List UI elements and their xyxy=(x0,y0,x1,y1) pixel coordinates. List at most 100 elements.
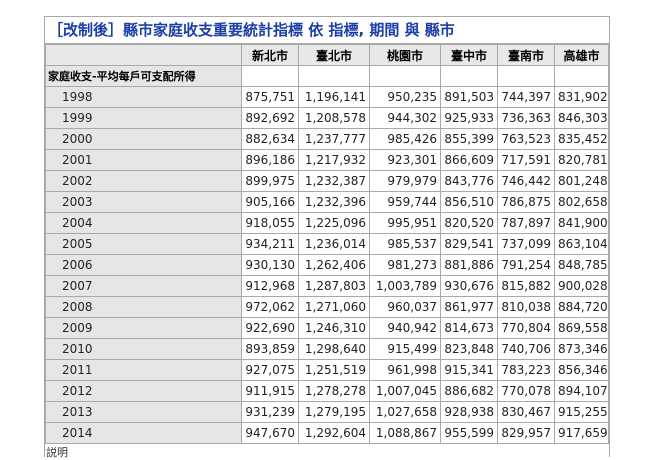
column-header: 臺北市 xyxy=(298,44,370,66)
value-cell: 1,292,604 xyxy=(298,422,370,444)
value-cell: 930,676 xyxy=(440,275,498,297)
value-cell: 1,262,406 xyxy=(298,254,370,276)
value-cell: 1,232,396 xyxy=(298,191,370,213)
value-cell: 923,301 xyxy=(369,149,441,171)
value-cell: 1,236,014 xyxy=(298,233,370,255)
value-cell: 922,690 xyxy=(241,317,299,339)
value-cell: 810,038 xyxy=(497,296,555,318)
value-cell: 746,442 xyxy=(497,170,555,192)
value-cell: 892,692 xyxy=(241,107,299,129)
value-cell: 912,968 xyxy=(241,275,299,297)
value-cell: 846,303 xyxy=(554,107,609,129)
value-cell: 1,287,803 xyxy=(298,275,370,297)
value-cell: 944,302 xyxy=(369,107,441,129)
value-cell: 856,346 xyxy=(554,359,609,381)
value-cell: 820,520 xyxy=(440,212,498,234)
value-cell: 835,452 xyxy=(554,128,609,150)
value-cell: 1,251,519 xyxy=(298,359,370,381)
value-cell: 1,208,578 xyxy=(298,107,370,129)
table-row: 2006 930,130 1,262,406 981,273 881,886 791,25… xyxy=(45,254,609,276)
value-cell: 791,254 xyxy=(497,254,555,276)
table-row: 2013 931,239 1,279,195 1,027,658 928,938 830,… xyxy=(45,401,609,423)
table-row: 2007 912,968 1,287,803 1,003,789 930,676 815,… xyxy=(45,275,609,297)
value-cell: 855,399 xyxy=(440,128,498,150)
value-cell: 940,942 xyxy=(369,317,441,339)
value-cell: 930,130 xyxy=(241,254,299,276)
column-header: 桃園市 xyxy=(369,44,441,66)
row-year-label: 2004 xyxy=(45,212,242,234)
table-row: 1998 875,751 1,196,141 950,235 891,503 744,39… xyxy=(45,86,609,108)
value-cell: 1,217,932 xyxy=(298,149,370,171)
value-cell: 1,278,278 xyxy=(298,380,370,402)
value-cell: 1,225,096 xyxy=(298,212,370,234)
row-year-label: 2000 xyxy=(45,128,242,150)
value-cell: 737,099 xyxy=(497,233,555,255)
value-cell: 928,938 xyxy=(440,401,498,423)
row-year-label: 2010 xyxy=(45,338,242,360)
value-cell: 1,003,789 xyxy=(369,275,441,297)
footer-note: 説明 xyxy=(46,446,68,459)
value-cell: 823,848 xyxy=(440,338,498,360)
value-cell: 848,785 xyxy=(554,254,609,276)
value-cell: 950,235 xyxy=(369,86,441,108)
table-row: 2009 922,690 1,246,310 940,942 814,673 770,80… xyxy=(45,317,609,339)
column-header-row: 新北市 臺北市 桃園市 臺中市 臺南市 高雄市 xyxy=(45,44,609,66)
value-cell: 961,998 xyxy=(369,359,441,381)
value-cell: 830,467 xyxy=(497,401,555,423)
category-blank-cell xyxy=(554,65,609,87)
value-cell: 917,659 xyxy=(554,422,609,444)
value-cell: 1,298,640 xyxy=(298,338,370,360)
value-cell: 744,397 xyxy=(497,86,555,108)
row-year-label: 1999 xyxy=(45,107,242,129)
value-cell: 893,859 xyxy=(241,338,299,360)
value-cell: 873,346 xyxy=(554,338,609,360)
row-year-label: 2009 xyxy=(45,317,242,339)
value-cell: 866,609 xyxy=(440,149,498,171)
value-cell: 981,273 xyxy=(369,254,441,276)
value-cell: 801,248 xyxy=(554,170,609,192)
value-cell: 886,682 xyxy=(440,380,498,402)
value-cell: 1,088,867 xyxy=(369,422,441,444)
value-cell: 894,107 xyxy=(554,380,609,402)
value-cell: 960,037 xyxy=(369,296,441,318)
value-cell: 881,886 xyxy=(440,254,498,276)
value-cell: 802,658 xyxy=(554,191,609,213)
column-header: 新北市 xyxy=(241,44,299,66)
value-cell: 1,237,777 xyxy=(298,128,370,150)
value-cell: 861,977 xyxy=(440,296,498,318)
value-cell: 843,776 xyxy=(440,170,498,192)
value-cell: 927,075 xyxy=(241,359,299,381)
category-blank-cell xyxy=(241,65,299,87)
category-label: 家庭收支-平均每戶可支配所得 xyxy=(45,65,242,87)
value-cell: 786,875 xyxy=(497,191,555,213)
category-blank-cell xyxy=(298,65,370,87)
row-year-label: 2002 xyxy=(45,170,242,192)
value-cell: 1,196,141 xyxy=(298,86,370,108)
table-row: 2002 899,975 1,232,387 979,979 843,776 746,44… xyxy=(45,170,609,192)
value-cell: 899,975 xyxy=(241,170,299,192)
value-cell: 985,426 xyxy=(369,128,441,150)
category-blank-cell xyxy=(497,65,555,87)
row-year-label: 2008 xyxy=(45,296,242,318)
value-cell: 995,951 xyxy=(369,212,441,234)
value-cell: 815,882 xyxy=(497,275,555,297)
value-cell: 979,979 xyxy=(369,170,441,192)
value-cell: 915,255 xyxy=(554,401,609,423)
row-year-label: 2007 xyxy=(45,275,242,297)
value-cell: 947,670 xyxy=(241,422,299,444)
value-cell: 891,503 xyxy=(440,86,498,108)
value-cell: 856,510 xyxy=(440,191,498,213)
value-cell: 829,541 xyxy=(440,233,498,255)
table-row: 2011 927,075 1,251,519 961,998 915,341 783,22… xyxy=(45,359,609,381)
value-cell: 931,239 xyxy=(241,401,299,423)
row-year-label: 2014 xyxy=(45,422,242,444)
row-year-label: 2011 xyxy=(45,359,242,381)
table-row: 2012 911,915 1,278,278 1,007,045 886,682 770,… xyxy=(45,380,609,402)
value-cell: 959,744 xyxy=(369,191,441,213)
value-cell: 736,363 xyxy=(497,107,555,129)
value-cell: 717,591 xyxy=(497,149,555,171)
value-cell: 985,537 xyxy=(369,233,441,255)
category-row: 家庭收支-平均每戶可支配所得 xyxy=(45,65,609,87)
table-title: ［改制後］縣市家庭收支重要統計指標 依 指標, 期間 與 縣市 xyxy=(45,17,609,44)
column-header: 臺中市 xyxy=(440,44,498,66)
